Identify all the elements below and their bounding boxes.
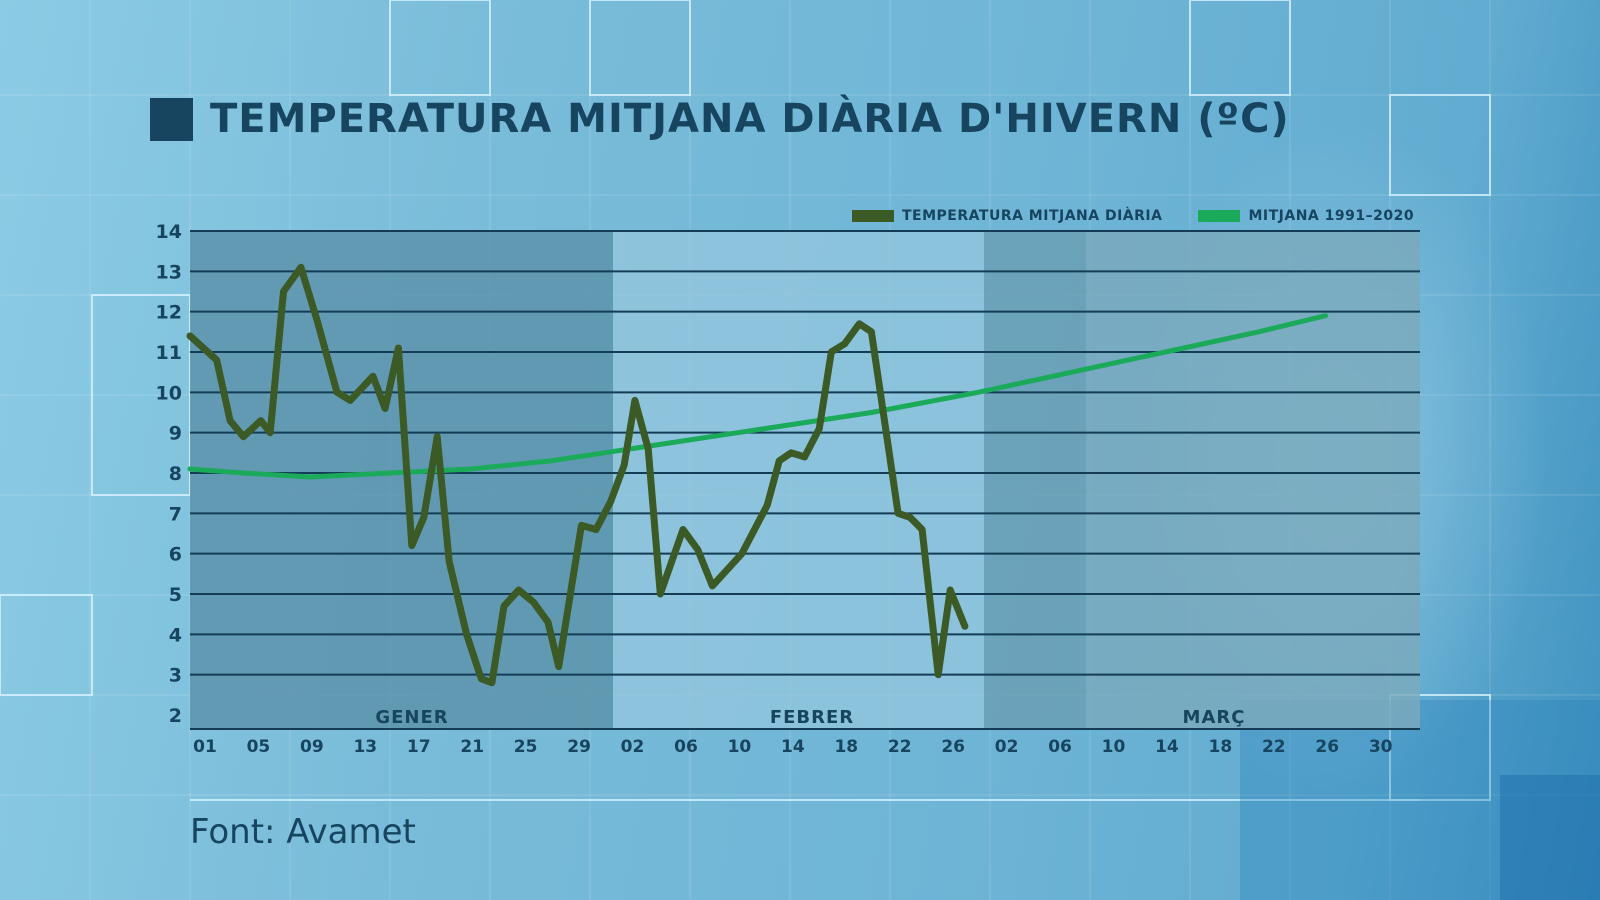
month-label: MARÇ [1183, 707, 1246, 728]
legend-label-daily: TEMPERATURA MITJANA DIÀRIA [902, 208, 1163, 224]
x-tick-label: 29 [567, 737, 591, 757]
x-tick-label: 25 [514, 737, 538, 757]
x-tick-label: 21 [460, 737, 484, 757]
legend-item-daily: TEMPERATURA MITJANA DIÀRIA [852, 208, 1162, 224]
x-tick-label: 10 [1102, 737, 1126, 757]
x-tick-label: 30 [1369, 737, 1393, 757]
x-tick-label: 22 [1262, 737, 1286, 757]
background-block [1500, 775, 1600, 900]
month-band-sheen [1086, 231, 1420, 729]
x-tick-label: 02 [621, 737, 645, 757]
x-tick-label: 26 [1315, 737, 1339, 757]
x-tick-label: 18 [1209, 737, 1233, 757]
y-tick-label: 2 [169, 705, 182, 727]
month-band-febrer [613, 231, 984, 729]
x-tick-label: 05 [247, 737, 271, 757]
y-tick-label: 10 [156, 382, 182, 404]
y-tick-label: 7 [169, 503, 182, 525]
y-tick-label: 11 [156, 342, 182, 364]
chart-title: TEMPERATURA MITJANA DIÀRIA D'HIVERN (ºC) [210, 96, 1290, 142]
x-tick-label: 06 [674, 737, 698, 757]
y-tick-label: 8 [169, 463, 182, 485]
x-tick-label: 18 [834, 737, 858, 757]
chart-title-block: TEMPERATURA MITJANA DIÀRIA D'HIVERN (ºC) [150, 96, 1290, 142]
x-tick-label: 01 [193, 737, 217, 757]
x-tick-label: 13 [353, 737, 377, 757]
month-label: GENER [375, 707, 448, 728]
x-tick-label: 09 [300, 737, 324, 757]
y-tick-label: 3 [169, 665, 182, 687]
legend-swatch-daily-icon [852, 210, 894, 222]
x-tick-label: 10 [728, 737, 752, 757]
y-tick-label: 13 [156, 261, 182, 283]
y-tick-label: 5 [169, 584, 182, 606]
y-tick-label: 4 [169, 624, 182, 646]
title-square-icon [150, 97, 193, 141]
x-tick-label: 06 [1048, 737, 1072, 757]
legend-item-normal: MITJANA 1991–2020 [1198, 208, 1414, 224]
x-tick-label: 22 [888, 737, 912, 757]
x-tick-label: 26 [941, 737, 965, 757]
y-tick-label: 12 [156, 302, 182, 324]
source-credit: Font: Avamet [190, 812, 416, 852]
x-tick-label: 02 [995, 737, 1019, 757]
y-tick-label: 6 [169, 544, 182, 566]
month-band-gener [190, 231, 613, 729]
x-tick-label: 14 [781, 737, 805, 757]
y-tick-label: 9 [169, 423, 182, 445]
legend-label-normal: MITJANA 1991–2020 [1248, 208, 1415, 224]
series-daily-temperature [186, 263, 969, 687]
month-band-març [984, 231, 1420, 729]
month-label: FEBRER [770, 707, 854, 728]
chart-legend: TEMPERATURA MITJANA DIÀRIA MITJANA 1991–… [852, 208, 1450, 224]
y-tick-label: 14 [156, 221, 182, 243]
series-normal-1991-2020 [187, 313, 1329, 480]
x-tick-label: 14 [1155, 737, 1179, 757]
x-tick-label: 17 [407, 737, 431, 757]
legend-swatch-normal-icon [1198, 210, 1241, 222]
